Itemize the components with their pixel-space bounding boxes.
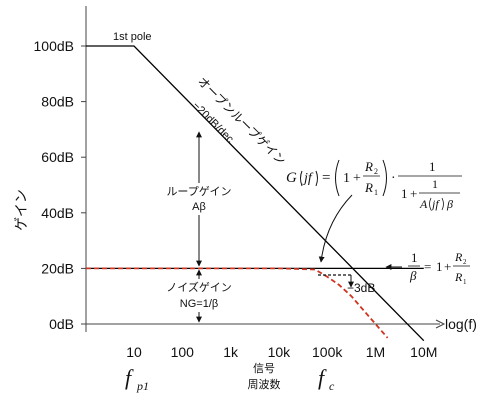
loop-gain-label-2: Aβ [192,201,206,213]
beta-formula-R2-sub: 2 [463,258,467,266]
x-axis-label: log(f) [445,316,477,332]
g-formula-eq: = [322,170,330,186]
g-formula-inner-one: 1 [432,177,438,191]
g-formula-inner-arg: jf [430,197,440,211]
x-tick-label: 1k [223,344,239,360]
signal-frequency-label-1: 信号 [253,362,275,375]
g-formula-arg: jf [302,171,314,186]
g-formula-dot: · [391,171,396,186]
g-formula-den-one: 1 [401,186,408,201]
g-formula-den-plus: + [410,186,417,201]
g-formula-paren-left [300,170,303,187]
loop-gain-label-1: ループゲイン [166,185,231,198]
series-group [86,45,425,342]
x-tick-label: 100 [171,344,195,360]
first-pole-label: 1st pole [113,31,152,43]
g-formula-inner-A: A [419,197,428,211]
g-formula-G: G [286,170,297,186]
beta-formula-one: 1 [411,250,418,265]
g-formula-num-one: 1 [429,159,436,174]
g-formula-inner-paren-left [429,197,432,211]
x-axis-arrow-icon [435,319,446,329]
beta-formula-eq: = [424,259,431,274]
noise-gain-label-bg [158,279,240,312]
fc-label: f [318,365,327,390]
feedback-factor-formula: 1 β = 1 + R 2 R 1 [408,250,470,286]
g-formula-inner-beta: β [446,197,453,211]
beta-formula-R1-sub: 1 [463,278,467,286]
minus3db-label: −3dB [347,281,375,295]
fp1-subscript: p1 [136,379,149,393]
g-formula-R1: R [364,180,373,195]
g-formula-paren-right [315,170,318,187]
open-loop-gain-line [86,45,425,342]
closed-loop-gain-formula: G jf = 1 + R 2 R 1 · 1 1 + 1 A jf β [286,159,462,211]
y-axis-label: ゲイン [13,189,29,231]
g-formula-R1-sub: 1 [374,188,378,197]
y-tick-label: 20dB [41,260,74,276]
x-tick-label: 1M [366,344,385,360]
beta-formula-R1: R [454,270,463,284]
fc-subscript: c [329,379,335,393]
noise-gain-label-2: NG=1/β [180,298,218,310]
y-tick-label: 60dB [41,149,74,165]
g-formula-R2-sub: 2 [374,167,378,176]
g-formula-plus: + [353,171,361,186]
x-ticks: 10 100 1k 10k 100k 1M 10M [126,344,437,360]
y-tick-label: 100dB [34,38,74,54]
g-formula-bigparen-right [382,159,387,197]
g-formula-R2: R [364,159,373,174]
g-pointer-arrow [318,194,353,263]
x-tick-label: 10k [268,344,292,360]
beta-formula-R2: R [454,250,463,264]
g-formula-inner-paren-right [441,197,444,211]
fp1-label: f [125,365,134,390]
x-tick-label: 100k [312,344,343,360]
x-tick-label: 10M [410,344,437,360]
loop-gain-label-bg [158,183,240,215]
y-tick-label: 80dB [41,94,74,110]
y-ticks: 100dB 80dB 60dB 40dB 20dB 0dB [34,38,86,332]
g-formula-one: 1 [343,171,350,186]
x-tick-label: 10 [126,344,142,360]
signal-frequency-label-2: 周波数 [248,378,281,391]
g-formula-bigparen-left [335,159,340,197]
beta-formula-one2: 1 [436,259,443,274]
closed-loop-gain-curve [86,267,389,339]
beta-formula-plus: + [444,259,451,274]
y-tick-label: 40dB [41,205,74,221]
y-tick-label: 0dB [49,316,74,332]
beta-formula-beta: β [409,268,417,283]
noise-gain-label-1: ノイズゲイン [166,280,231,294]
